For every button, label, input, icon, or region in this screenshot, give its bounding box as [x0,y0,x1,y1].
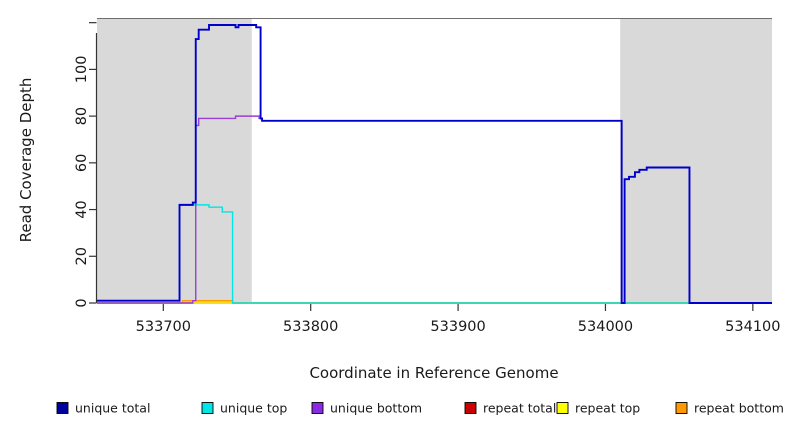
y-tick-label: 80 [74,107,90,125]
legend-swatch [311,402,324,414]
x-axis-ticks: 533700 533800 533900 534000 534100 [136,303,781,335]
legend-label: repeat top [575,401,640,416]
y-tick-label: 0 [74,298,90,307]
x-tick-label: 534000 [578,319,633,335]
x-tick-label: 533900 [430,319,485,335]
y-tick-label: 40 [74,200,90,218]
series-line-unique-total [97,24,772,304]
x-tick-label: 533700 [136,319,191,335]
x-tick-label: 534100 [725,319,780,335]
shaded-region [97,18,252,303]
legend-swatch [556,402,569,414]
legend-swatch [464,402,477,414]
legend-label: unique total [75,401,150,416]
y-tick-label: 100 [74,56,90,84]
legend-label: unique top [220,401,287,416]
shaded-regions [97,18,772,303]
y-tick-label: 20 [74,247,90,265]
data-series-group [97,24,772,304]
x-tick-label: 533800 [283,319,338,335]
x-axis-title: Coordinate in Reference Genome [309,364,558,382]
y-tick-label: 60 [74,154,90,172]
chart-legend: unique total unique top unique bottom repea… [56,401,784,416]
legend-swatch [675,402,688,414]
legend-label: unique bottom [330,401,422,416]
shaded-region [620,18,772,303]
legend-label: repeat bottom [694,401,784,416]
legend-swatch [56,402,69,414]
legend-label: repeat total [483,401,556,416]
y-axis-title: Read Coverage Depth [17,78,35,243]
y-axis-ticks: 0 20 40 60 80 100 [74,22,97,308]
legend-swatch [201,402,214,414]
